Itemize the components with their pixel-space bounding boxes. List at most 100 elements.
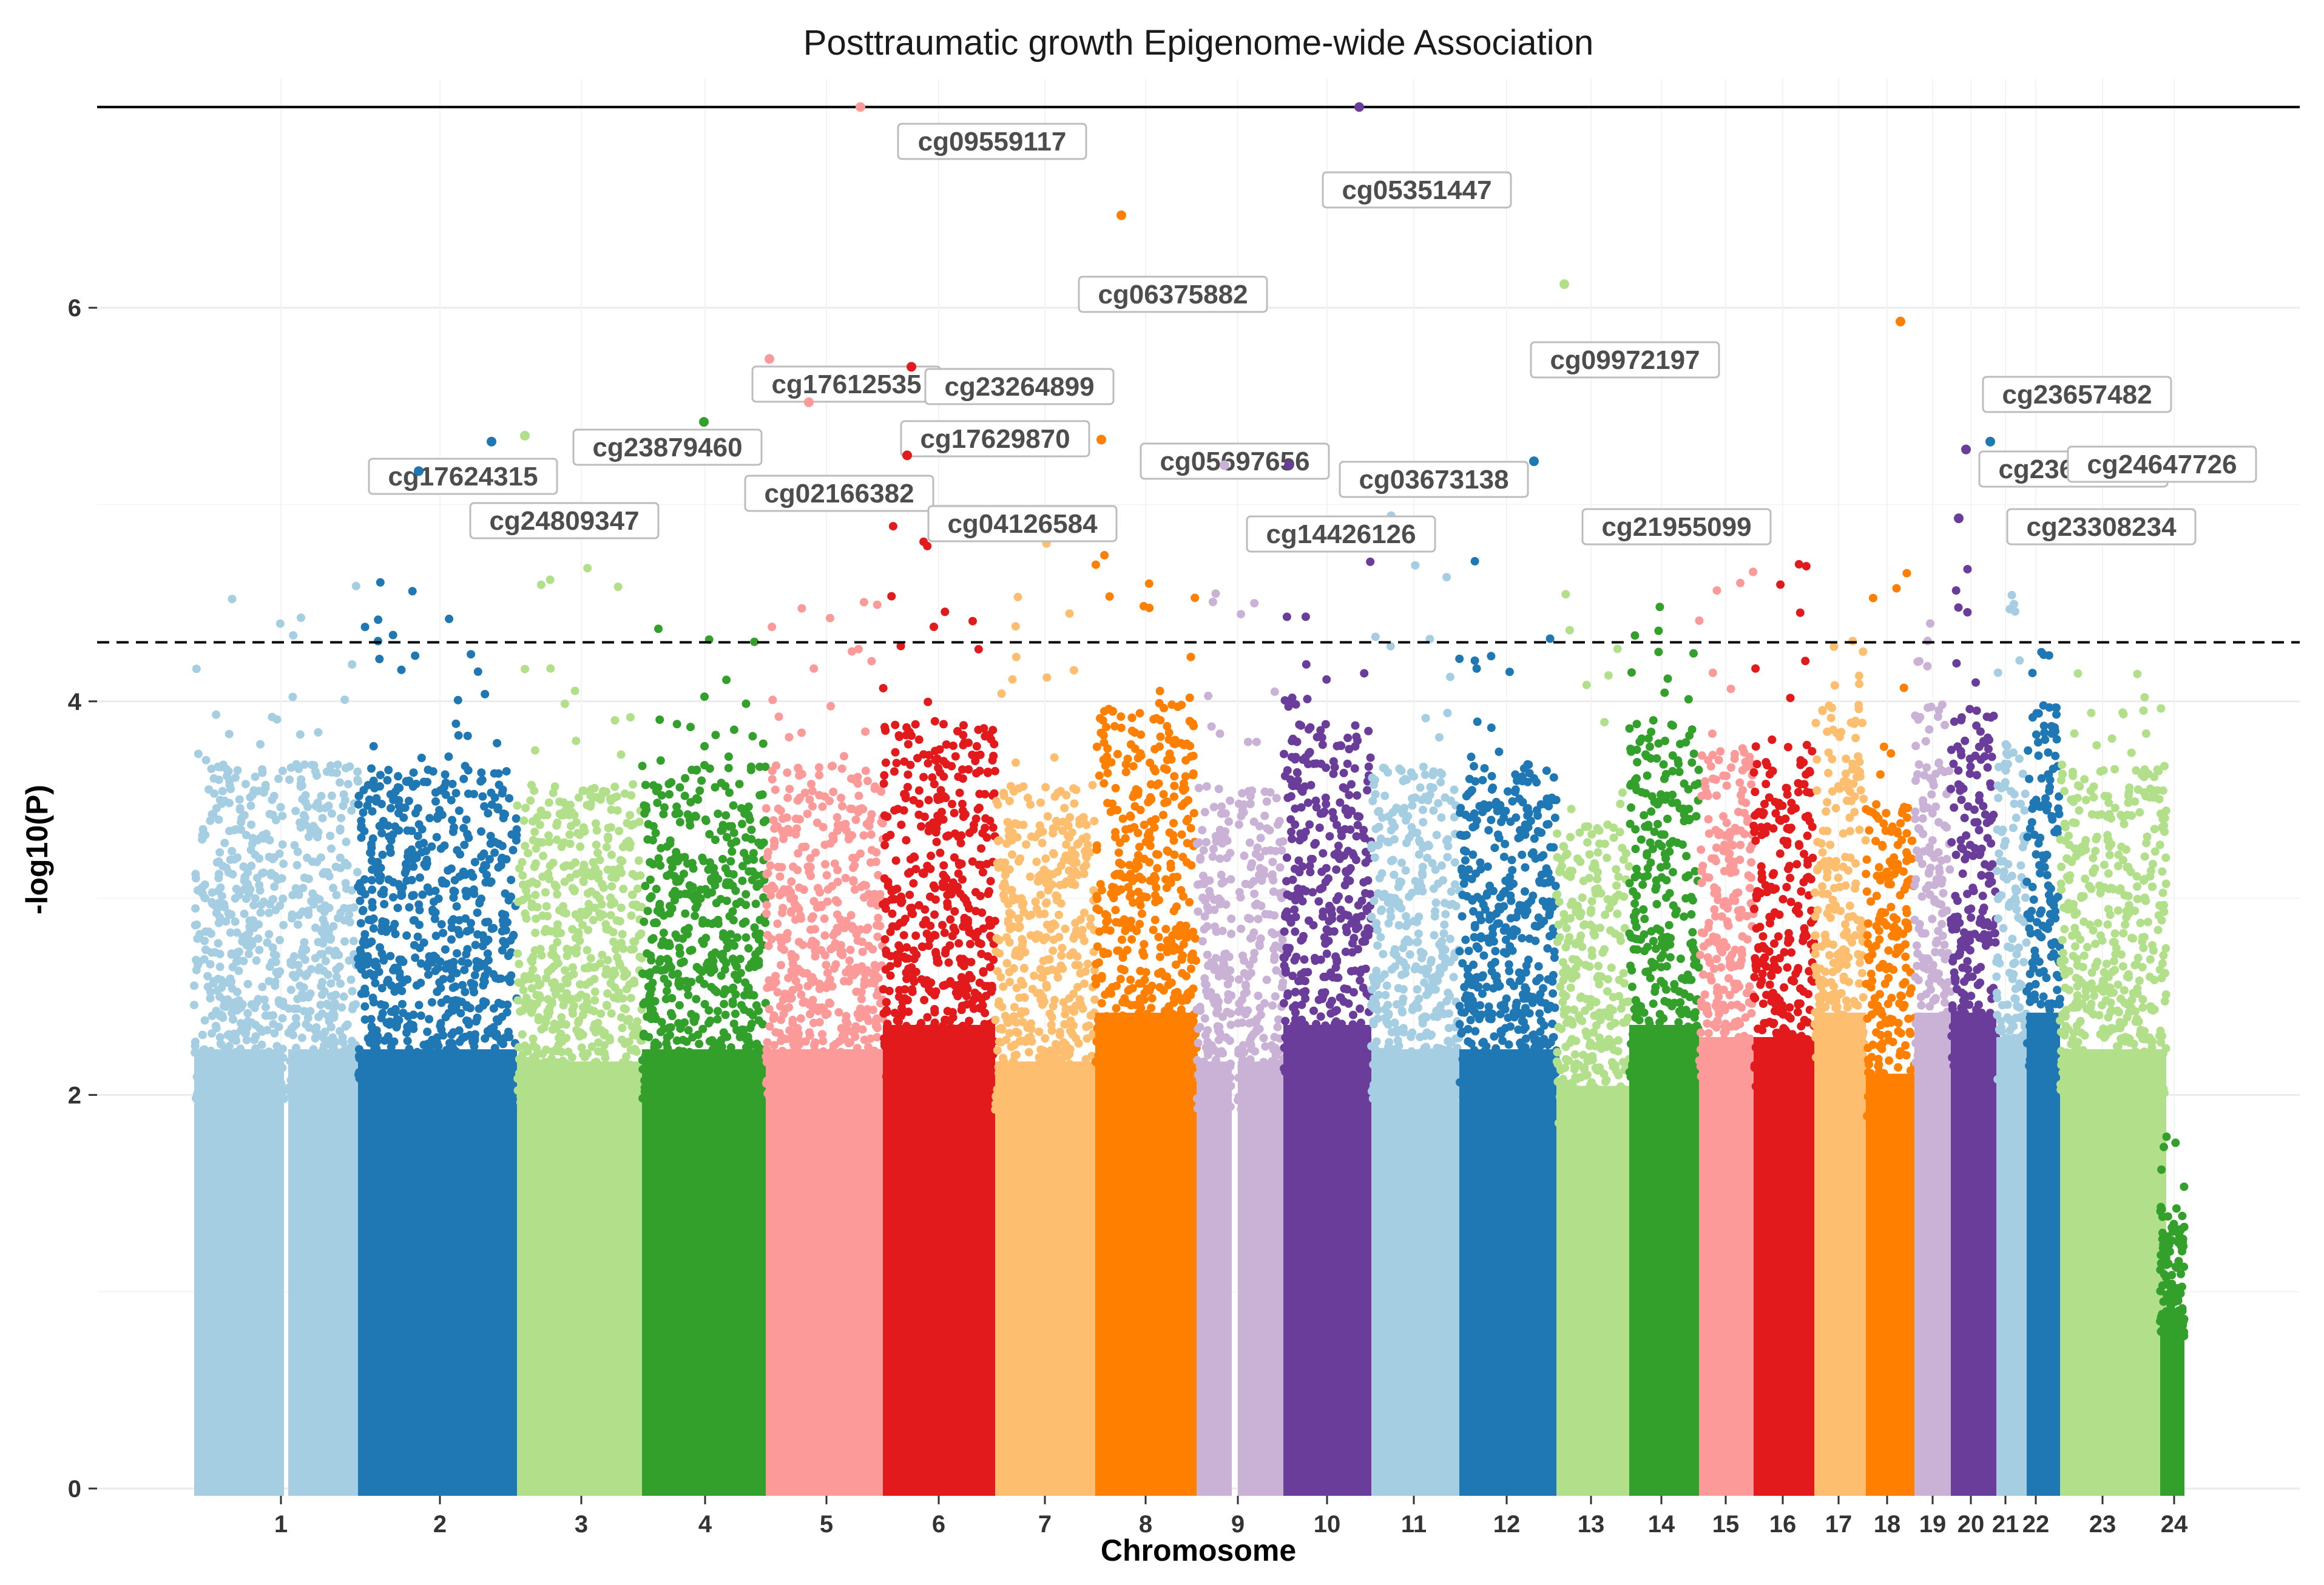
data-point: [399, 978, 407, 987]
data-point: [394, 904, 402, 912]
data-point: [409, 782, 417, 791]
data-point: [1007, 1043, 1016, 1051]
data-point: [551, 782, 559, 791]
data-point: [719, 1081, 728, 1090]
data-point: [272, 1042, 281, 1050]
data-point: [975, 789, 984, 798]
data-point: [477, 853, 485, 861]
data-point: [832, 896, 840, 905]
data-point: [617, 904, 626, 912]
data-point: [348, 1036, 356, 1045]
data-point: [570, 886, 579, 894]
data-point: [612, 1104, 620, 1113]
data-point: [361, 1015, 370, 1024]
data-point: [974, 992, 982, 1000]
data-point: [490, 769, 499, 778]
data-point: [228, 870, 237, 879]
data-point: [684, 810, 692, 819]
data-point: [853, 930, 861, 939]
data-point: [265, 1047, 273, 1056]
data-point: [939, 720, 948, 728]
data-point: [700, 1093, 708, 1102]
data-point: [590, 1058, 599, 1067]
data-point: [663, 1059, 671, 1067]
data-point: [837, 794, 845, 802]
data-point: [440, 783, 448, 791]
data-point: [572, 944, 581, 953]
data-point: [515, 960, 523, 968]
data-point: [930, 910, 939, 919]
data-point: [722, 675, 731, 684]
data-point: [691, 911, 699, 920]
data-point: [752, 900, 760, 908]
data-point: [721, 811, 730, 820]
data-point: [312, 1064, 320, 1073]
data-point: [833, 866, 842, 874]
data-point: [991, 947, 1000, 956]
data-point: [619, 1064, 627, 1072]
data-point: [270, 1071, 279, 1080]
data-point: [473, 908, 482, 917]
data-point: [1010, 964, 1018, 973]
data-point: [956, 789, 964, 797]
data-point: [948, 932, 957, 941]
data-point: [672, 802, 681, 811]
data-point: [949, 1013, 958, 1022]
data-point: [489, 970, 498, 979]
data-point: [444, 752, 453, 761]
data-point: [296, 730, 305, 738]
data-point: [477, 1095, 485, 1103]
data-point: [266, 900, 274, 908]
data-point: [416, 873, 424, 882]
data-point: [367, 840, 376, 848]
data-point: [984, 768, 992, 776]
data-point: [608, 972, 616, 981]
data-point: [436, 984, 445, 992]
data-point: [718, 950, 727, 958]
data-point: [522, 914, 531, 923]
data-point: [348, 1005, 357, 1013]
data-point: [477, 827, 485, 836]
data-point: [806, 1010, 814, 1018]
data-point: [601, 1029, 609, 1037]
data-point: [431, 887, 440, 895]
data-point: [579, 1062, 587, 1070]
data-point: [435, 806, 444, 814]
data-point: [681, 926, 689, 934]
data-point: [700, 692, 709, 701]
data-point: [646, 876, 655, 884]
data-point: [941, 607, 949, 616]
data-point: [285, 1029, 293, 1037]
data-point: [610, 783, 619, 791]
data-point: [667, 1023, 675, 1032]
data-point: [450, 887, 458, 895]
data-point: [530, 786, 538, 795]
data-point: [1017, 977, 1025, 985]
data-point: [223, 1069, 231, 1077]
data-point: [1065, 1099, 1073, 1107]
data-point: [245, 928, 254, 937]
data-point: [915, 800, 924, 808]
data-point: [823, 871, 831, 879]
data-point: [792, 824, 801, 833]
data-point: [346, 1094, 354, 1103]
data-point: [390, 964, 399, 972]
data-point: [1049, 849, 1058, 857]
data-point: [902, 723, 911, 732]
data-point: [658, 1018, 666, 1026]
data-point: [291, 841, 299, 850]
data-point: [464, 959, 472, 967]
data-point: [933, 812, 942, 820]
data-point: [561, 966, 569, 975]
data-point: [731, 1078, 740, 1086]
data-point: [270, 950, 279, 958]
data-point: [1078, 1069, 1087, 1077]
data-point: [572, 870, 581, 878]
data-point: [368, 903, 377, 911]
data-point: [336, 979, 345, 988]
data-point: [920, 996, 928, 1004]
data-point: [201, 880, 209, 889]
data-point: [740, 849, 748, 857]
data-point: [250, 1036, 258, 1044]
